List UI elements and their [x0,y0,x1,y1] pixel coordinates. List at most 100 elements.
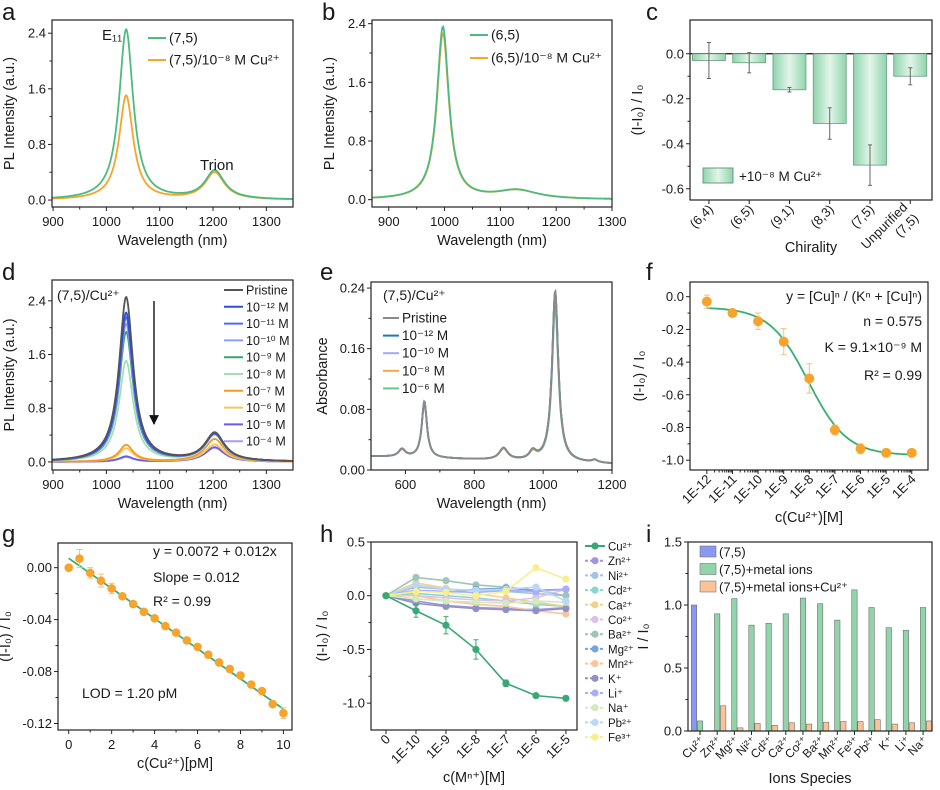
bar [885,627,892,731]
panel-letter: e [320,259,333,286]
bar [874,719,881,731]
legend-marker [591,689,599,697]
bar [788,722,795,731]
legend-marker [591,586,599,594]
x-tick-label: Na⁺ [905,733,930,758]
bar [748,624,755,731]
plot-area [57,542,293,731]
legend-item: (6,5) [470,27,520,43]
legend-label: (7,5)+metal ions [719,562,813,577]
data-point [161,621,170,631]
x-tick-label: 1200 [199,477,228,492]
x-tick-label: 900 [42,477,64,492]
data-point [257,686,267,696]
panel-letter: h [320,521,333,548]
legend-label: (6,5)/10⁻⁸ M Cu²⁺ [491,50,602,66]
x-tick-label: 1E-5 [863,472,893,502]
data-point [562,597,570,605]
data-point [182,636,192,645]
data-point [412,587,420,596]
legend-label: Fe³⁺ [608,733,631,745]
bar [834,619,841,731]
x-tick-label: 1000 [92,214,121,229]
x-tick-label: 0 [65,737,72,752]
annotation: R² = 0.99 [864,367,922,383]
legend: Cu²⁺ Zn²⁺ Ni²⁺ Cd²⁺ Ca²⁺ Co²⁺ Ba²⁺ Mg²⁺ Mn²⁺ K⁺ Li… [585,542,634,745]
x-tick-label: 1E-6 [838,472,868,502]
bar [920,607,927,731]
x-tick-label: 800 [463,477,485,492]
legend-item: 10⁻¹² M [224,300,289,314]
bar [840,721,847,731]
legend-label: 10⁻⁶ M [246,401,286,415]
plot-frame [51,19,294,208]
legend-label: 10⁻¹⁰ M [246,334,290,348]
error-bar [827,107,832,140]
legend-marker [591,601,599,609]
y-axis-label: PL Intensity (a.u.) [2,318,18,431]
data-point [562,605,570,613]
y-tick-label: -0.08 [22,664,52,679]
y-tick-label: -0.2 [662,322,684,337]
data-point [442,621,450,629]
x-axis-label: Wavelength (nm) [437,233,547,249]
data-layer [701,294,917,458]
x-tick-label: 1100 [146,214,174,229]
y-tick-label: 2.4 [28,293,46,308]
x-tick-label: 1300 [252,214,281,229]
x-tick-label: 1200 [542,214,571,229]
data-point [472,645,480,654]
legend-item: (7,5) [148,30,198,46]
legend-marker [591,660,599,668]
data-point [193,642,202,652]
data-point [279,708,288,718]
data-point [502,606,510,614]
panel-c: c0.0-0.2-0.4-0.6(6,4) (6,5) (9,1) (8,3) (7,5… [630,0,933,256]
bar [754,723,761,731]
legend-label: Pristine [402,311,447,326]
data-point [225,664,235,674]
x-axis-label: Wavelength (nm) [118,496,228,512]
y-tick-label: -0.2 [662,91,684,106]
legend-item: Zn²⁺ [585,556,631,568]
legend-item: 10⁻⁵ M [224,418,286,432]
legend-label: Co²⁺ [608,615,633,627]
x-tick-label: 1200 [199,214,228,229]
y-axis-label: (I-I₀) / I₀ [632,351,648,402]
legend-marker [591,645,599,653]
data-point [442,602,450,611]
data-layer [690,42,932,186]
x-tick-label: 1000 [430,214,459,229]
x-tick-label: 1E-9 [761,472,791,502]
x-tick-label: 1E-10 [730,472,765,507]
legend-label: 10⁻⁸ M [402,363,445,378]
legend-item: (7,5)+metal ions+Cu²⁺ [699,580,848,595]
data-point [881,447,892,458]
legend-label: Ca²⁺ [608,600,633,612]
legend-item: Pb²⁺ [585,718,632,730]
legend-item: (6,5)/10⁻⁸ M Cu²⁺ [470,50,602,66]
plot-area [51,279,294,471]
legend-swatch [699,563,717,575]
data-point [171,628,181,637]
bar [902,629,909,731]
data-point [804,373,815,384]
legend-label: (7,5) [169,30,198,46]
panel-letter: c [646,0,658,26]
legend-item: 10⁻⁸ M [383,363,445,378]
x-tick-label: 1100 [146,477,174,492]
legend-label: 10⁻¹² M [246,300,289,314]
data-point [412,607,420,615]
x-tick-label: (8,3) [807,202,837,232]
y-tick-label: -0.4 [662,136,684,151]
x-tick-label: 600 [395,477,417,492]
y-axis-label: (I-I₀) / I₀ [630,85,646,136]
legend: +10⁻⁸ M Cu²⁺ [702,167,822,184]
data-point [532,597,540,605]
x-tick-label: 1E-5 [543,732,573,762]
annotation: R² = 0.99 [153,593,211,609]
error-bar [747,52,752,74]
legend-item: 10⁻⁷ M [224,384,285,398]
x-tick-label: (9,1) [767,202,797,232]
bar [891,723,898,731]
